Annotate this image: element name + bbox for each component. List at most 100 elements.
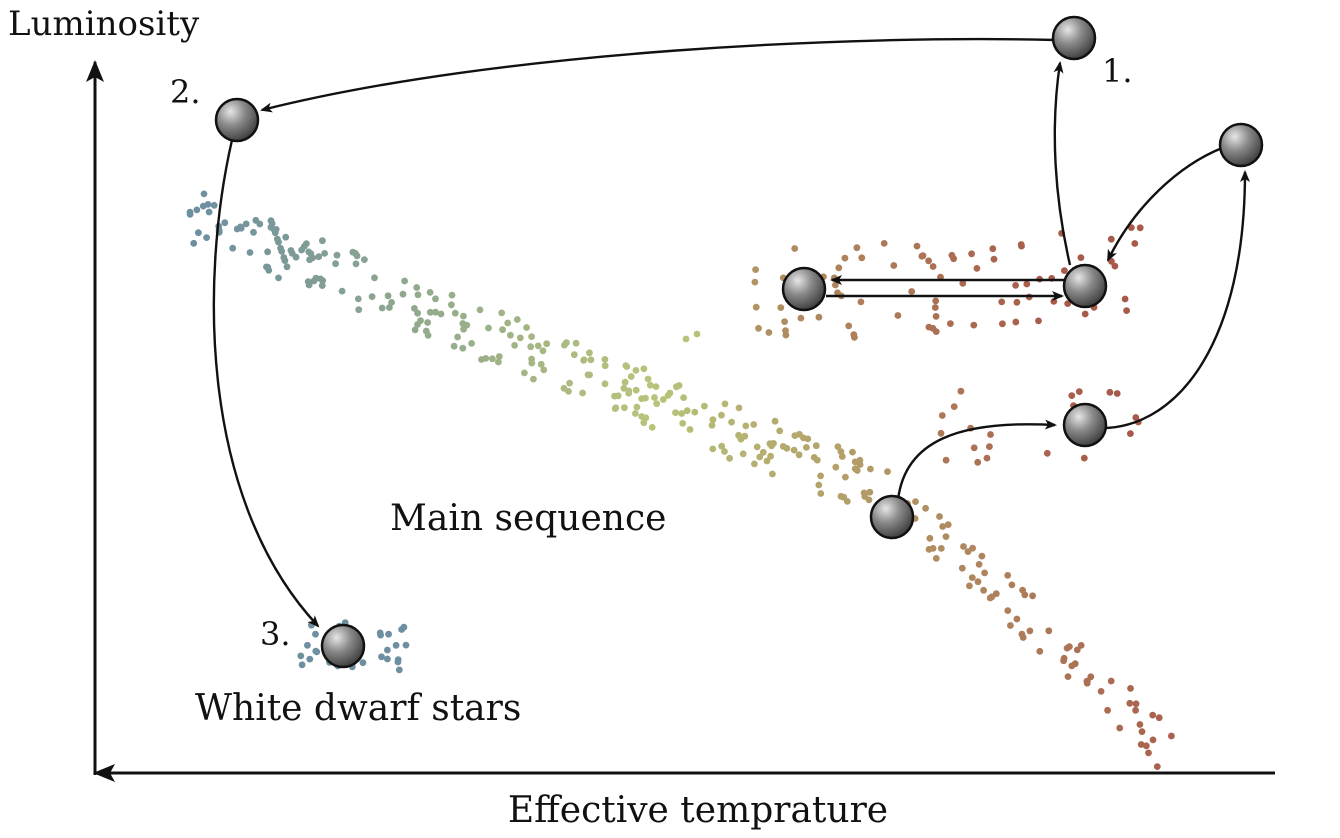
population-dot bbox=[646, 381, 654, 389]
population-dot bbox=[1043, 449, 1051, 457]
population-dot bbox=[763, 457, 771, 465]
population-dot bbox=[523, 324, 530, 331]
population-dot bbox=[999, 320, 1006, 328]
subgiant-star bbox=[1062, 402, 1108, 448]
population-dot bbox=[751, 460, 758, 468]
arrow-agb-to-postagb bbox=[260, 37, 1056, 113]
population-dot bbox=[476, 306, 484, 314]
population-dot bbox=[922, 504, 929, 512]
population-dot bbox=[384, 646, 391, 654]
population-dot bbox=[1127, 430, 1134, 437]
population-dot bbox=[1132, 700, 1140, 708]
population-dot bbox=[560, 384, 568, 392]
population-dot bbox=[981, 569, 988, 577]
population-dot bbox=[1004, 607, 1012, 614]
population-dot bbox=[973, 265, 981, 272]
population-dot bbox=[561, 341, 568, 349]
population-dot bbox=[193, 206, 201, 214]
population-dot bbox=[186, 208, 194, 216]
population-dot bbox=[537, 360, 545, 368]
population-dot bbox=[437, 310, 445, 318]
population-dot bbox=[1012, 318, 1020, 326]
population-dot bbox=[974, 458, 982, 466]
population-dot bbox=[957, 387, 965, 395]
population-dot bbox=[861, 493, 869, 500]
population-dot bbox=[450, 342, 458, 350]
population-dot bbox=[392, 641, 400, 649]
population-dot bbox=[539, 347, 547, 355]
population-dot bbox=[611, 392, 618, 400]
population-dot bbox=[460, 325, 467, 333]
population-dot bbox=[751, 278, 759, 286]
population-dot bbox=[970, 444, 978, 452]
population-dot bbox=[755, 324, 762, 332]
population-dot bbox=[203, 234, 211, 242]
population-dot bbox=[1137, 741, 1145, 748]
population-dot bbox=[1035, 317, 1042, 325]
population-dot bbox=[925, 546, 933, 553]
population-dot bbox=[728, 418, 735, 426]
population-dot bbox=[190, 239, 198, 247]
population-dot bbox=[939, 523, 947, 530]
population-dot bbox=[815, 313, 823, 321]
population-dot bbox=[980, 586, 987, 594]
population-dot bbox=[742, 422, 750, 430]
population-dot bbox=[970, 321, 978, 329]
population-dot bbox=[735, 431, 742, 439]
population-dot bbox=[942, 456, 950, 464]
red-clump-star bbox=[781, 266, 827, 312]
population-dot bbox=[395, 666, 403, 674]
population-dot bbox=[448, 291, 456, 299]
population-dot bbox=[664, 392, 672, 399]
population-dot bbox=[947, 320, 954, 327]
population-dot bbox=[318, 282, 326, 289]
population-dot bbox=[319, 237, 326, 245]
population-dot bbox=[968, 250, 975, 258]
population-dot bbox=[454, 333, 461, 341]
population-dot bbox=[989, 245, 997, 253]
population-dot bbox=[288, 249, 296, 257]
population-dot bbox=[1104, 706, 1111, 714]
population-dot bbox=[283, 263, 291, 271]
population-dot bbox=[1023, 280, 1031, 288]
population-dot bbox=[530, 375, 537, 383]
population-dot bbox=[781, 318, 788, 325]
population-dot bbox=[513, 316, 521, 323]
population-dot bbox=[313, 648, 321, 656]
population-dot bbox=[653, 400, 661, 408]
population-dot bbox=[867, 465, 874, 473]
population-dot bbox=[221, 219, 229, 227]
population-dot bbox=[797, 314, 805, 322]
population-dot bbox=[282, 233, 290, 241]
population-dot bbox=[925, 257, 932, 265]
population-dot bbox=[648, 424, 656, 431]
step-label-3: 3. bbox=[260, 615, 291, 653]
population-dot bbox=[701, 402, 708, 410]
population-dot bbox=[1013, 615, 1021, 623]
population-dot bbox=[1050, 298, 1058, 305]
population-dot bbox=[1080, 454, 1088, 462]
population-dot bbox=[1126, 699, 1134, 707]
population-dot bbox=[990, 255, 998, 263]
population-dot bbox=[1077, 254, 1085, 261]
population-dot bbox=[424, 319, 431, 326]
arrow-subgiant-to-tip bbox=[1104, 170, 1250, 430]
population-dot bbox=[338, 287, 346, 295]
population-dot bbox=[1136, 721, 1144, 728]
population-dot bbox=[250, 228, 257, 236]
population-dot bbox=[210, 201, 218, 209]
population-dot bbox=[673, 383, 680, 391]
population-dot bbox=[321, 250, 328, 257]
population-dot bbox=[528, 359, 536, 367]
population-dot bbox=[448, 301, 455, 309]
population-dot bbox=[632, 410, 639, 417]
step-label-1: 1. bbox=[1102, 52, 1133, 90]
population-dot bbox=[534, 342, 542, 350]
population-dot bbox=[769, 470, 776, 478]
population-dot bbox=[504, 319, 512, 327]
population-dot bbox=[679, 420, 687, 427]
population-dot bbox=[495, 358, 502, 366]
population-dot bbox=[838, 453, 846, 460]
population-dot bbox=[566, 379, 573, 387]
population-dot bbox=[845, 322, 853, 330]
